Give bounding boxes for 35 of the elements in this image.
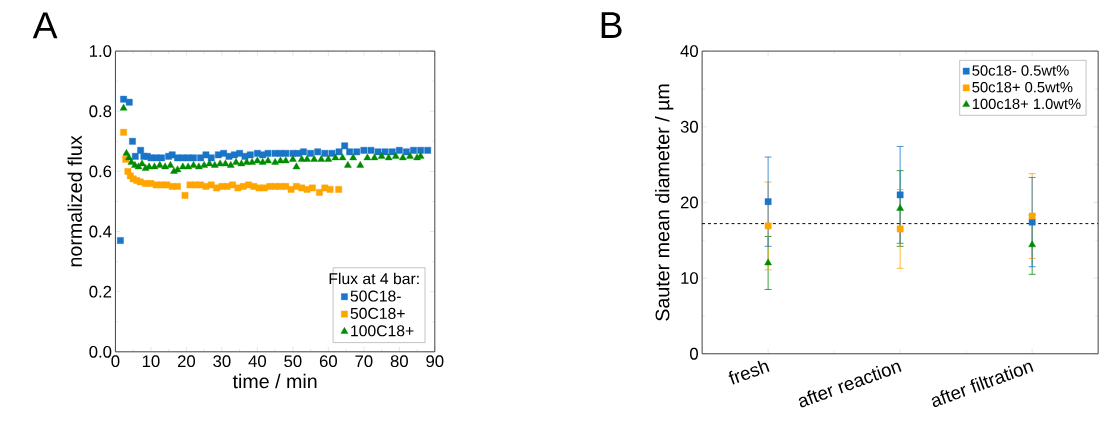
x-tick-label: 40: [248, 355, 267, 368]
legend-label: 50C18+: [350, 308, 405, 320]
y-tick-label: 1.0: [90, 45, 112, 58]
x-tick-label: 60: [319, 355, 337, 368]
legend-label: 50C18-: [350, 290, 401, 302]
x-tick-label: 50: [284, 355, 302, 368]
y-tick-label: 30: [680, 121, 698, 133]
x-tick-label: 0: [111, 355, 120, 368]
y-tick-label: 0.2: [89, 285, 112, 298]
x-tick-label: 80: [390, 355, 408, 368]
y-axis-title: Sauter mean diameter / µm: [655, 84, 674, 322]
y-tick-label: 40: [680, 45, 698, 58]
y-tick-label: 20: [680, 196, 698, 209]
legend-label: 100c18+ 1.0wt%: [972, 98, 1081, 110]
x-tick-label: 10: [142, 355, 160, 368]
x-tick-label: after reaction: [798, 362, 902, 408]
y-axis-title: normalized flux: [67, 135, 82, 267]
text: B: [601, 12, 622, 39]
legend-title: Flux at 4 bar:: [329, 272, 419, 285]
text: A: [32, 12, 58, 39]
y-tick-label: 0.8: [89, 105, 112, 118]
x-tick-label: after filtration: [931, 362, 1034, 408]
legend-label: 50c18+ 0.5wt%: [972, 82, 1073, 93]
x-axis-title: time / min: [232, 374, 317, 389]
y-tick-label: 0.6: [89, 165, 112, 178]
y-tick-label: 0.0: [89, 346, 112, 358]
y-tick-label: 0.4: [89, 225, 112, 238]
legend-label: 100C18+: [351, 325, 414, 337]
x-tick-label: 70: [355, 355, 373, 368]
x-tick-label: 20: [177, 355, 196, 368]
legend-label: 50c18- 0.5wt%: [972, 65, 1069, 76]
y-tick-label: 10: [681, 272, 698, 285]
x-tick-label: fresh: [728, 360, 770, 385]
x-tick-label: 30: [213, 355, 231, 368]
x-tick-label: 90: [426, 355, 444, 368]
